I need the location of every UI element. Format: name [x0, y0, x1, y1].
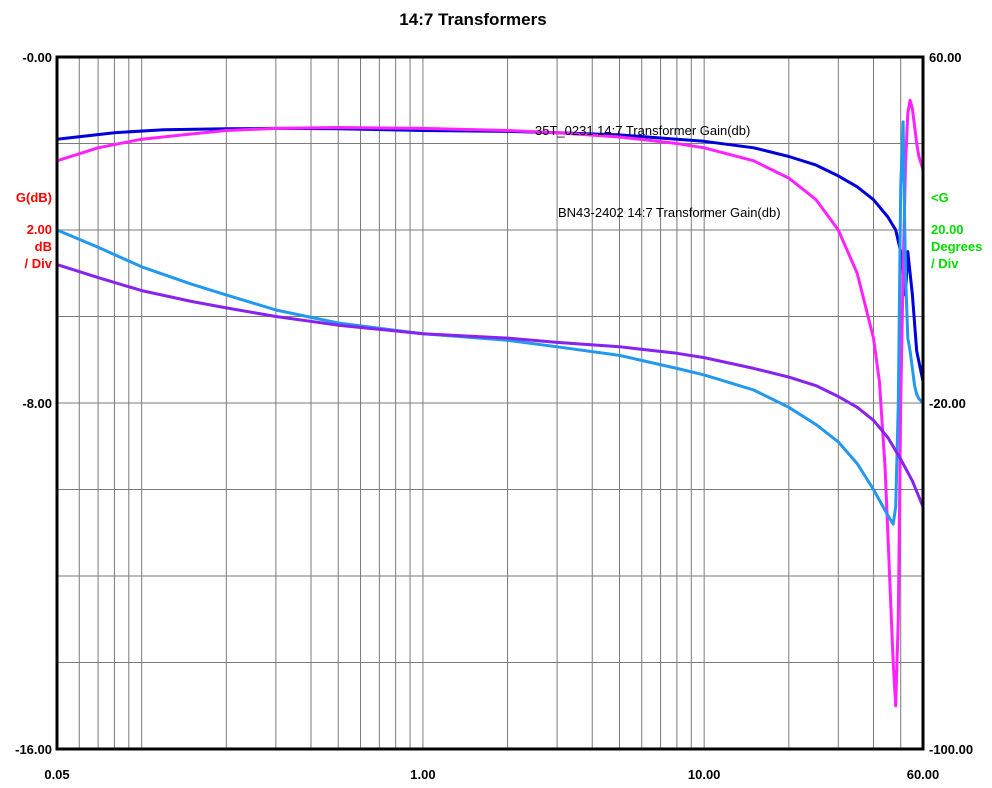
left-axis-unit-1: 2.00	[27, 222, 52, 237]
annotation-35t-0231: 35T_0231 14:7 Transformer Gain(db)	[535, 123, 750, 138]
left-tick-label: -16.00	[15, 742, 52, 757]
x-tick-label: 10.00	[688, 767, 721, 782]
chart-title: 14:7 Transformers	[399, 10, 546, 29]
right-axis-label: <G	[931, 190, 949, 205]
left-axis-label: G(dB)	[16, 190, 52, 205]
right-axis-unit-1: 20.00	[931, 222, 964, 237]
right-tick-label: 60.00	[929, 50, 962, 65]
left-axis-unit-3: / Div	[25, 256, 53, 271]
x-tick-label: 1.00	[410, 767, 435, 782]
annotation-bn43-2402: BN43-2402 14:7 Transformer Gain(db)	[558, 205, 781, 220]
grid	[57, 57, 923, 749]
left-axis-unit-2: dB	[35, 239, 52, 254]
tick-labels: 0.05 1.00 10.00 60.00 -0.00 -8.00 -16.00 60.00 -…	[15, 50, 973, 782]
x-tick-label: 60.00	[907, 767, 940, 782]
series-line-3	[55, 120, 925, 526]
right-axis-unit-3: / Div	[931, 256, 959, 271]
series-layer	[55, 98, 925, 708]
series-line-4	[55, 263, 925, 509]
right-tick-label: -100.00	[929, 742, 973, 757]
left-tick-label: -0.00	[22, 50, 52, 65]
right-axis-unit-2: Degrees	[931, 239, 982, 254]
series-line-2	[55, 98, 925, 708]
left-tick-label: -8.00	[22, 396, 52, 411]
right-tick-label: -20.00	[929, 396, 966, 411]
x-tick-label: 0.05	[44, 767, 69, 782]
plot-frame	[55, 55, 925, 751]
series-line-1	[55, 126, 925, 383]
